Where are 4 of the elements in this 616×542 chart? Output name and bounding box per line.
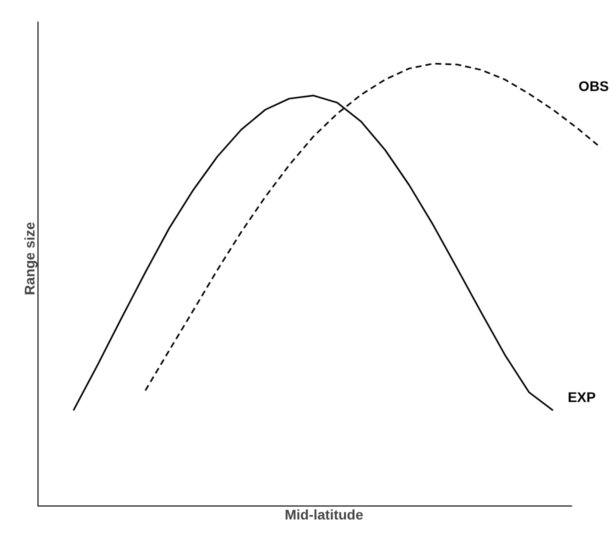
series-label: EXP	[568, 389, 596, 406]
text: OBS	[578, 78, 609, 94]
y-axis-title: Range size	[22, 222, 38, 296]
x-axis-title: Mid-latitude	[284, 506, 364, 522]
